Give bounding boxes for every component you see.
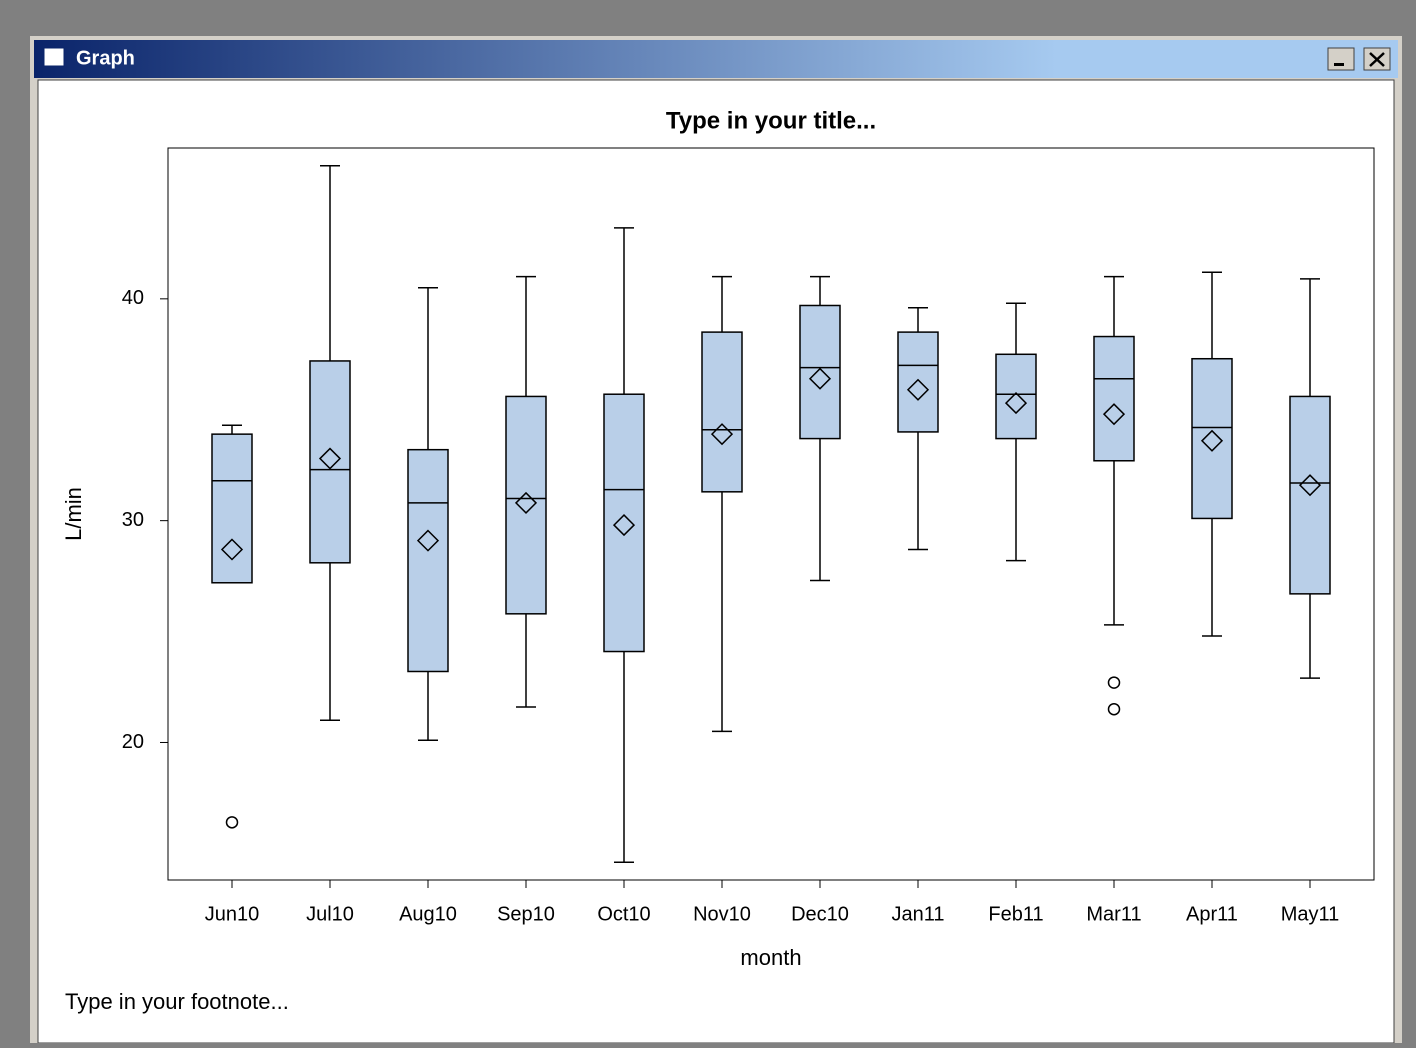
box: [799, 304, 841, 440]
mean-marker: [1004, 392, 1028, 415]
y-tick-label: 20: [122, 731, 144, 753]
x-tick-label: Jul10: [306, 903, 354, 925]
mean-marker: [612, 514, 636, 537]
mean-marker: [416, 529, 440, 552]
box: [603, 393, 645, 653]
x-tick-label: Jun10: [205, 903, 260, 925]
plot-frame: [167, 147, 1375, 881]
x-tick-label: Jan11: [891, 903, 944, 925]
mean-marker: [1298, 474, 1322, 497]
outlier: [1107, 676, 1121, 689]
chart-title: Type in your title...: [666, 107, 876, 134]
box: [505, 395, 547, 615]
x-tick-label: Sep10: [497, 903, 555, 925]
y-tick-label: 40: [122, 287, 144, 309]
outlier: [225, 816, 239, 829]
box: [1191, 357, 1233, 520]
y-tick-label: 30: [122, 509, 144, 531]
x-tick-label: Oct10: [597, 903, 650, 925]
mean-marker: [318, 447, 342, 470]
mean-marker: [808, 367, 832, 390]
x-tick-label: Mar11: [1086, 903, 1141, 925]
box: [897, 331, 939, 433]
box: [701, 331, 743, 493]
close-button[interactable]: [1363, 47, 1391, 71]
x-tick-label: Nov10: [693, 903, 751, 925]
box: [1289, 395, 1331, 595]
title-bar: [34, 40, 1398, 78]
mean-marker: [906, 378, 930, 401]
x-tick-label: Aug10: [399, 903, 457, 925]
box: [309, 360, 351, 564]
minimize-button[interactable]: [1327, 47, 1355, 71]
footnote: Type in your footnote...: [65, 989, 289, 1014]
outlier: [1107, 702, 1121, 716]
window-icon: [43, 47, 65, 67]
mean-marker: [514, 491, 538, 514]
mean-marker: [220, 538, 244, 561]
box: [211, 433, 253, 584]
x-tick-label: Feb11: [988, 903, 1043, 925]
mean-marker: [1200, 429, 1224, 452]
x-tick-label: May11: [1281, 903, 1340, 925]
box: [1093, 335, 1135, 462]
x-tick-label: Apr11: [1186, 903, 1238, 925]
box: [407, 448, 449, 673]
x-axis-label: month: [740, 945, 801, 970]
mean-marker: [1102, 403, 1126, 426]
mean-marker: [710, 423, 734, 446]
window-title: Graph: [76, 47, 135, 69]
y-axis-label: L/min: [61, 487, 86, 541]
graph-area: [37, 79, 1395, 1044]
x-tick-label: Dec10: [791, 903, 849, 925]
box: [995, 353, 1037, 440]
